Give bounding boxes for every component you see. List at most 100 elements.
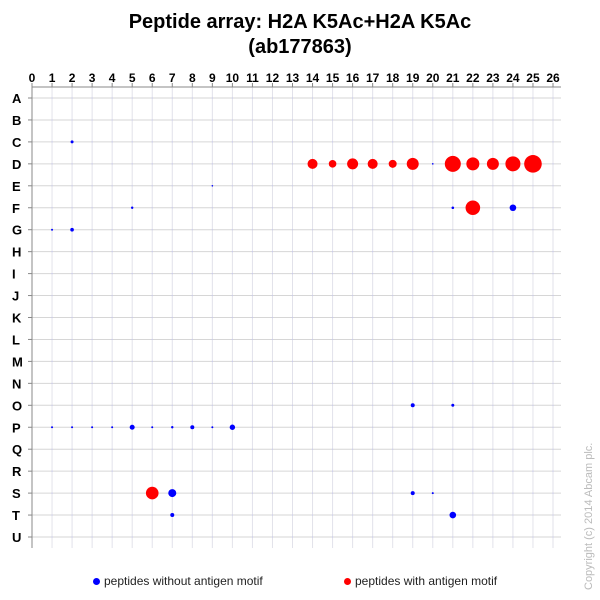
empty-spot — [131, 97, 133, 99]
empty-spot — [51, 316, 53, 319]
empty-spot — [412, 426, 414, 428]
empty-spot — [131, 294, 133, 297]
empty-spot — [512, 185, 514, 187]
empty-spot — [171, 97, 173, 99]
empty-spot — [271, 360, 274, 362]
x-tick-label: 2 — [69, 71, 76, 85]
empty-spot — [452, 338, 454, 341]
empty-spot — [512, 470, 514, 472]
empty-spot — [131, 492, 133, 494]
empty-spot — [452, 294, 454, 297]
empty-spot — [331, 426, 334, 428]
empty-spot — [492, 185, 494, 187]
y-tick-label: R — [12, 464, 22, 479]
empty-spot — [492, 338, 494, 341]
x-tick-label: 19 — [406, 71, 420, 85]
x-tick-label: 14 — [306, 71, 320, 85]
empty-spot — [291, 207, 294, 209]
empty-spot — [71, 360, 73, 362]
empty-spot — [311, 514, 314, 516]
empty-spot — [211, 97, 213, 99]
empty-spot — [291, 273, 294, 275]
empty-spot — [91, 316, 93, 319]
empty-spot — [372, 448, 374, 450]
empty-spot — [352, 273, 354, 275]
y-tick-label: M — [12, 354, 23, 369]
empty-spot — [71, 251, 73, 253]
empty-spot — [372, 536, 374, 538]
empty-spot — [291, 404, 294, 406]
empty-spot — [251, 448, 254, 450]
empty-spot — [231, 119, 233, 121]
empty-spot — [51, 163, 53, 165]
empty-spot — [372, 251, 374, 253]
empty-spot — [432, 207, 434, 209]
empty-spot — [71, 382, 73, 384]
empty-spot — [151, 251, 153, 253]
empty-spot — [291, 316, 294, 319]
empty-spot — [352, 448, 354, 450]
empty-spot — [251, 163, 254, 165]
empty-spot — [211, 141, 213, 143]
empty-spot — [472, 229, 474, 231]
empty-spot — [352, 294, 354, 297]
empty-spot — [472, 448, 474, 450]
empty-spot — [191, 229, 193, 231]
empty-spot — [131, 470, 133, 472]
empty-spot — [91, 360, 93, 362]
empty-spot — [91, 536, 93, 538]
empty-spot — [131, 229, 133, 231]
empty-spot — [271, 207, 274, 209]
empty-spot — [111, 163, 113, 165]
empty-spot — [131, 360, 133, 362]
empty-spot — [352, 426, 354, 428]
empty-spot — [191, 338, 193, 341]
point-with-motif — [406, 157, 419, 170]
empty-spot — [552, 448, 554, 450]
empty-spot — [512, 119, 514, 121]
empty-spot — [532, 514, 534, 516]
empty-spot — [231, 294, 233, 297]
empty-spot — [552, 207, 554, 209]
point-without-motif — [71, 426, 74, 429]
empty-spot — [311, 316, 314, 319]
empty-spot — [91, 448, 93, 450]
empty-spot — [392, 229, 394, 231]
empty-spot — [211, 119, 213, 121]
empty-spot — [71, 536, 73, 538]
empty-spot — [512, 316, 514, 319]
empty-spot — [171, 185, 173, 187]
empty-spot — [91, 338, 93, 341]
empty-spot — [472, 251, 474, 253]
empty-spot — [291, 119, 294, 121]
empty-spot — [532, 536, 534, 538]
empty-spot — [111, 97, 113, 99]
empty-spot — [111, 382, 113, 384]
empty-spot — [452, 97, 454, 99]
empty-spot — [231, 251, 233, 253]
point-with-motif — [347, 158, 359, 170]
empty-spot — [111, 229, 113, 231]
empty-spot — [191, 163, 193, 165]
point-without-motif — [449, 511, 457, 519]
empty-spot — [311, 273, 314, 275]
chart-title: Peptide array: H2A K5Ac+H2A K5Ac (ab1778… — [0, 10, 600, 60]
empty-spot — [51, 404, 53, 406]
empty-spot — [191, 97, 193, 99]
empty-spot — [412, 273, 414, 275]
empty-spot — [71, 207, 73, 209]
empty-spot — [331, 338, 334, 341]
empty-spot — [452, 141, 454, 143]
empty-spot — [131, 404, 133, 406]
empty-spot — [452, 470, 454, 472]
empty-spot — [432, 470, 434, 472]
empty-spot — [51, 470, 53, 472]
empty-spot — [372, 426, 374, 428]
empty-spot — [392, 251, 394, 253]
y-tick-label: P — [12, 420, 21, 435]
empty-spot — [151, 470, 153, 472]
empty-spot — [111, 316, 113, 319]
empty-spot — [392, 536, 394, 538]
empty-spot — [492, 229, 494, 231]
empty-spot — [311, 185, 314, 187]
